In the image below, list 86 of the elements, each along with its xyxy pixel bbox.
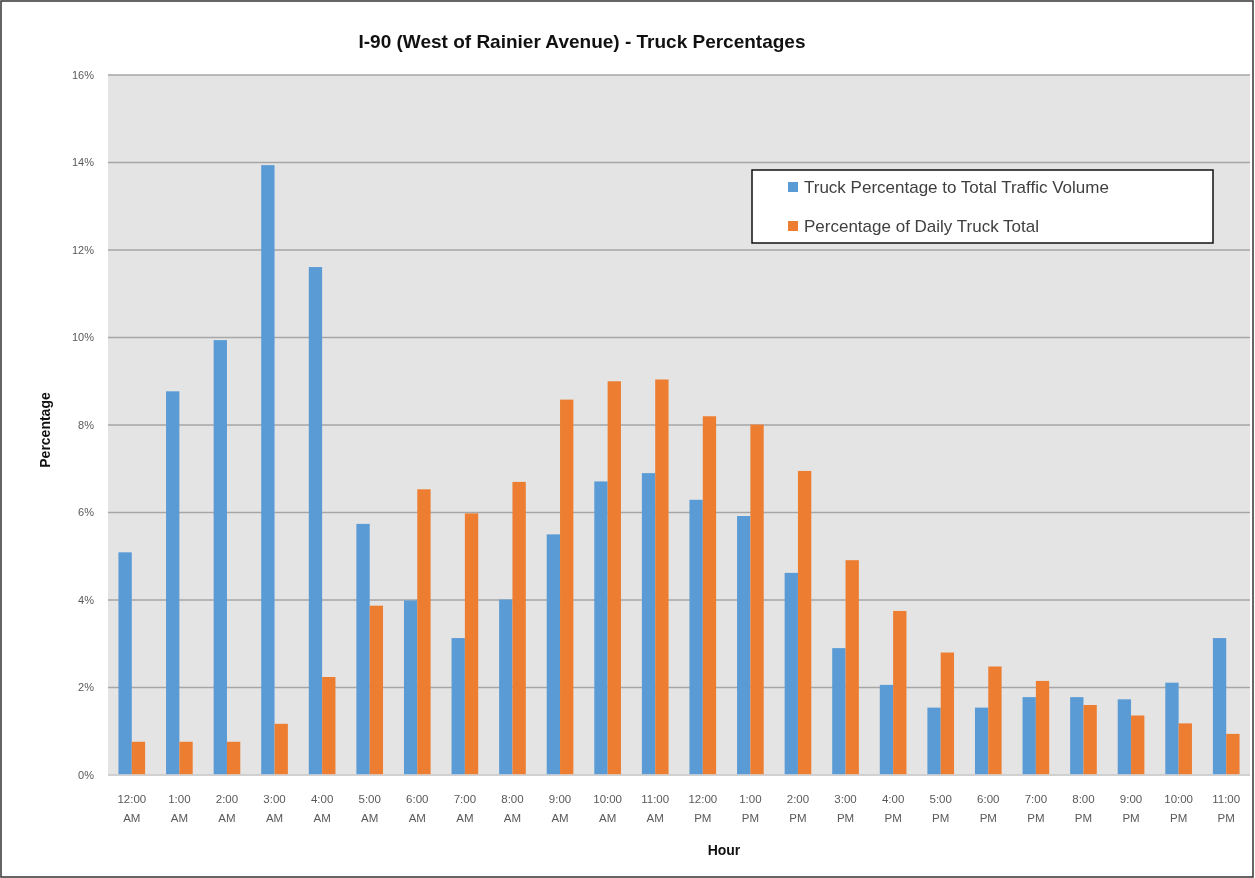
x-tick-label: 1:00 AM: [168, 793, 191, 824]
x-tick-label: 1:00 PM: [739, 793, 762, 824]
bar: [369, 605, 384, 775]
chart-title: I-90 (West of Rainier Avenue) - Truck Percentages: [358, 31, 806, 52]
legend-label: Percentage of Daily Truck Total: [804, 216, 1039, 236]
bar: [750, 424, 764, 775]
x-tick-label: 12:00 PM: [688, 793, 718, 824]
y-tick-label: 16%: [71, 68, 95, 81]
bar: [1070, 697, 1084, 775]
x-tick-label: 9:00 AM: [548, 793, 572, 824]
y-tick-label: 14%: [71, 156, 95, 169]
bar: [1178, 723, 1192, 775]
y-tick-label: 10%: [71, 331, 95, 344]
x-tick-label: 5:00 AM: [358, 793, 381, 824]
bar: [845, 560, 859, 775]
bar: [560, 399, 574, 775]
bar: [737, 516, 751, 775]
bar: [356, 523, 370, 775]
bar: [226, 741, 241, 775]
x-tick-label: 8:00 AM: [501, 793, 524, 824]
bar: [1083, 705, 1097, 775]
bar: [274, 723, 288, 775]
bar: [655, 379, 669, 775]
bar: [607, 381, 621, 775]
bar: [322, 677, 336, 775]
x-tick-label: 8:00 PM: [1072, 793, 1095, 824]
x-tick-label: 9:00 PM: [1119, 793, 1143, 824]
bar: [403, 600, 418, 775]
x-tick-label: 6:00 AM: [406, 793, 429, 824]
y-tick-label: 4%: [78, 593, 95, 606]
bar: [940, 652, 955, 775]
x-axis-title: Hour: [707, 842, 741, 858]
y-tick-label: 2%: [78, 681, 95, 694]
bar: [131, 741, 146, 775]
x-tick-label: 3:00 PM: [834, 793, 857, 824]
x-tick-label: 5:00 PM: [929, 793, 952, 824]
bar: [893, 610, 907, 775]
y-tick-label: 6%: [78, 506, 95, 519]
bar: [308, 267, 323, 775]
bar: [1226, 733, 1240, 775]
y-tick-label: 8%: [78, 418, 95, 431]
bar: [512, 481, 526, 775]
bar: [689, 499, 703, 775]
bar: [784, 572, 798, 775]
bar: [1212, 638, 1227, 775]
bar: [1022, 697, 1036, 775]
x-tick-label: 4:00 AM: [310, 793, 334, 824]
bar: [179, 741, 193, 775]
bar: [166, 391, 180, 775]
x-tick-label: 2:00 PM: [786, 793, 810, 824]
bar: [927, 707, 941, 775]
x-tick-label: 10:00 AM: [593, 793, 623, 824]
bar: [464, 513, 479, 775]
bar: [1117, 699, 1132, 775]
bar: [1165, 682, 1179, 775]
y-axis-title: Percentage: [37, 392, 53, 468]
bar: [1131, 715, 1145, 775]
x-tick-label: 2:00 AM: [215, 793, 239, 824]
x-tick-label: 4:00 PM: [881, 793, 905, 824]
bar: [988, 666, 1002, 775]
bar: [832, 648, 846, 775]
x-tick-label: 7:00 AM: [453, 793, 477, 824]
x-tick-label: 10:00 PM: [1164, 793, 1194, 824]
bar: [797, 470, 812, 775]
x-tick-label: 11:00 AM: [641, 793, 670, 824]
bar: [499, 599, 513, 775]
y-tick-label: 0%: [78, 768, 95, 781]
bar: [641, 473, 656, 775]
bar: [879, 684, 894, 775]
bar: [261, 165, 275, 775]
bar: [451, 638, 465, 775]
x-tick-label: 11:00 PM: [1212, 793, 1241, 824]
bar: [594, 481, 608, 775]
bar: [546, 534, 561, 775]
y-tick-label: 12%: [71, 243, 95, 256]
x-tick-label: 6:00 PM: [977, 793, 1000, 824]
x-tick-label: 12:00 AM: [117, 793, 147, 824]
bar: [974, 707, 989, 775]
legend-label: Truck Percentage to Total Traffic Volume: [804, 177, 1109, 197]
bar: [417, 489, 431, 775]
bar: [702, 416, 717, 775]
bar: [1035, 680, 1050, 775]
x-tick-label: 7:00 PM: [1024, 793, 1048, 824]
bar: [118, 552, 132, 775]
x-tick-label: 3:00 AM: [263, 793, 286, 824]
bar: [213, 340, 227, 775]
